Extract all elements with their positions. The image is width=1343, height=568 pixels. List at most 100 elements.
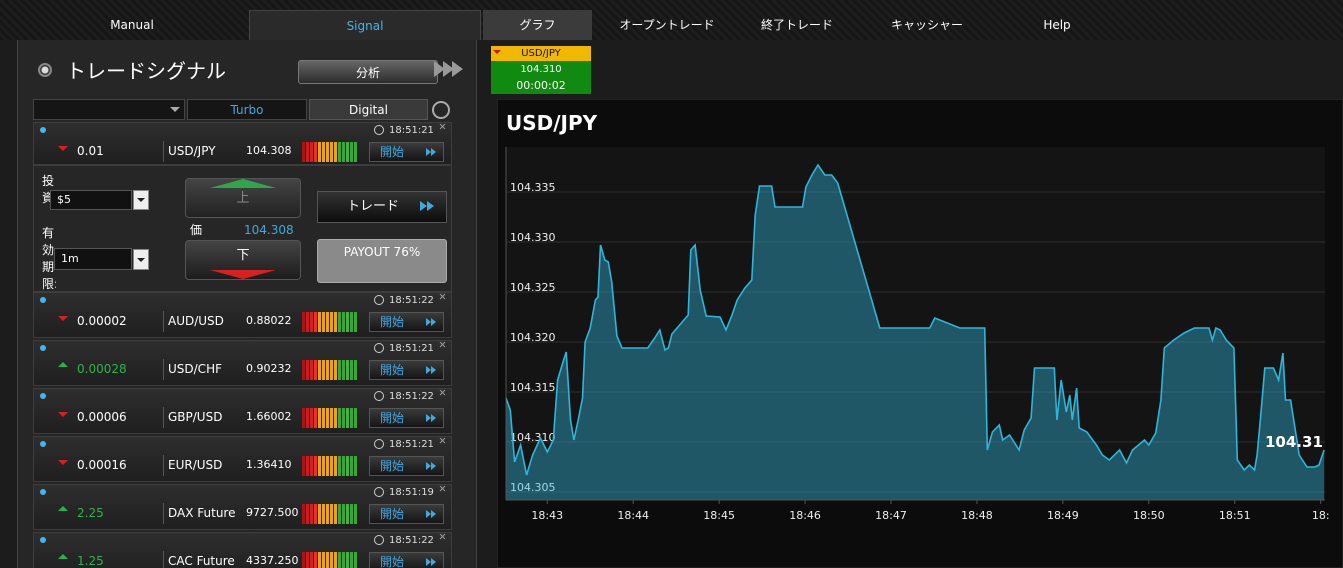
meter-bar (314, 360, 317, 380)
row-divider (163, 503, 164, 524)
meter-bar (314, 456, 317, 476)
triangle-icon (431, 462, 436, 470)
triangle-icon (58, 146, 68, 151)
ticker-header (491, 46, 591, 61)
row-change: 0.00016 (77, 458, 127, 472)
meter-bar (334, 552, 337, 568)
start-button[interactable] (369, 552, 444, 568)
meter-bar (342, 360, 345, 380)
start-label[interactable]: 開始 (380, 363, 405, 377)
start-label[interactable]: 開始 (380, 411, 405, 425)
triangle-icon (434, 61, 445, 77)
meter-bar (322, 504, 325, 524)
start-button[interactable] (369, 142, 444, 162)
row-change: 1.25 (77, 554, 104, 568)
start-button[interactable] (369, 456, 444, 476)
row-divider (163, 551, 164, 568)
triangle-icon (427, 201, 434, 211)
meter-bar (354, 312, 357, 332)
filter-tab-active[interactable]: Digital (309, 99, 428, 120)
meter-bar (354, 552, 357, 568)
meter-bar (334, 456, 337, 476)
start-label[interactable]: 開始 (380, 315, 405, 329)
start-label[interactable]: 開始 (380, 507, 405, 521)
meter-bar (350, 408, 353, 428)
y-tick-label: 104.310 (510, 431, 556, 444)
meter-bar (342, 408, 345, 428)
meter-bar (346, 456, 349, 476)
analyze-button[interactable]: 分析 (298, 60, 438, 84)
meter-bar (338, 360, 341, 380)
down-button[interactable]: 下 (185, 240, 301, 280)
meter-bar (342, 504, 345, 524)
meter-bar (306, 408, 309, 428)
row-divider (163, 141, 164, 162)
price-annotation: 104.31 (1265, 433, 1323, 451)
nav-tab-active[interactable]: グラフ (483, 10, 592, 40)
clock-icon (374, 295, 384, 305)
nav-tab[interactable]: キャッシャー (890, 18, 963, 32)
row-pair: USD/CHF (168, 362, 222, 376)
meter-bar (330, 456, 333, 476)
chart-title: USD/JPY (506, 111, 598, 135)
start-button[interactable] (369, 312, 444, 332)
filter-dropdown[interactable] (33, 99, 185, 120)
meter-bar (354, 456, 357, 476)
nav-tab[interactable]: 終了トレード (760, 18, 833, 32)
meter-bar (334, 312, 337, 332)
meter-bar (306, 456, 309, 476)
meter-bar (322, 456, 325, 476)
meter-bar (306, 552, 309, 568)
row-price: 1.66002 (246, 410, 292, 423)
triangle-icon (137, 258, 145, 262)
start-button[interactable] (369, 360, 444, 380)
meter-bar (338, 504, 341, 524)
row-pair: EUR/USD (168, 458, 223, 472)
start-button[interactable] (369, 504, 444, 524)
triangle-icon (426, 558, 431, 566)
row-change: 0.00006 (77, 410, 127, 424)
trade-label[interactable]: トレード (347, 199, 400, 214)
y-tick-label: 104.325 (510, 281, 556, 294)
status-dot (40, 441, 46, 447)
x-tick-label: 18:44 (617, 509, 649, 522)
area-fill (506, 165, 1325, 500)
row-change: 0.01 (77, 144, 104, 158)
meter-bar (326, 360, 329, 380)
x-tick-label: 18:51 (1219, 509, 1251, 522)
status-dot (40, 127, 46, 133)
nav-tab-active[interactable]: Signal (249, 10, 481, 40)
start-label[interactable]: 開始 (380, 555, 405, 568)
meter-bar (350, 504, 353, 524)
start-button[interactable] (369, 408, 444, 428)
nav-tab[interactable]: Manual (110, 18, 154, 32)
nav-tab[interactable]: Help (1043, 18, 1071, 32)
investment-input[interactable]: $5 (50, 190, 132, 210)
clock-icon (374, 343, 384, 353)
start-label[interactable]: 開始 (380, 459, 405, 473)
meter-bar (318, 552, 321, 568)
down-arrow (210, 270, 276, 279)
meter-bar (334, 142, 337, 162)
payout-box: PAYOUT 76% (317, 239, 447, 283)
row-time: 18:51:21 (389, 125, 434, 136)
expiry-select[interactable]: 1m (54, 248, 132, 270)
meter-bar (314, 504, 317, 524)
meter-bar (350, 142, 353, 162)
meter-bar (310, 456, 313, 476)
filter-tab[interactable]: Turbo (187, 99, 307, 120)
info-icon[interactable] (432, 101, 450, 119)
meter-bar (326, 312, 329, 332)
meter-bar (306, 142, 309, 162)
meter-bar (318, 360, 321, 380)
meter-bar (346, 504, 349, 524)
start-label[interactable]: 開始 (380, 145, 405, 159)
nav-tab[interactable]: オープントレード (619, 18, 715, 32)
row-time: 18:51:22 (389, 295, 434, 306)
row-divider (163, 455, 164, 476)
triangle-icon (426, 318, 431, 326)
meter-bar (350, 552, 353, 568)
triangle-icon (426, 462, 431, 470)
triangle-icon (58, 506, 68, 511)
